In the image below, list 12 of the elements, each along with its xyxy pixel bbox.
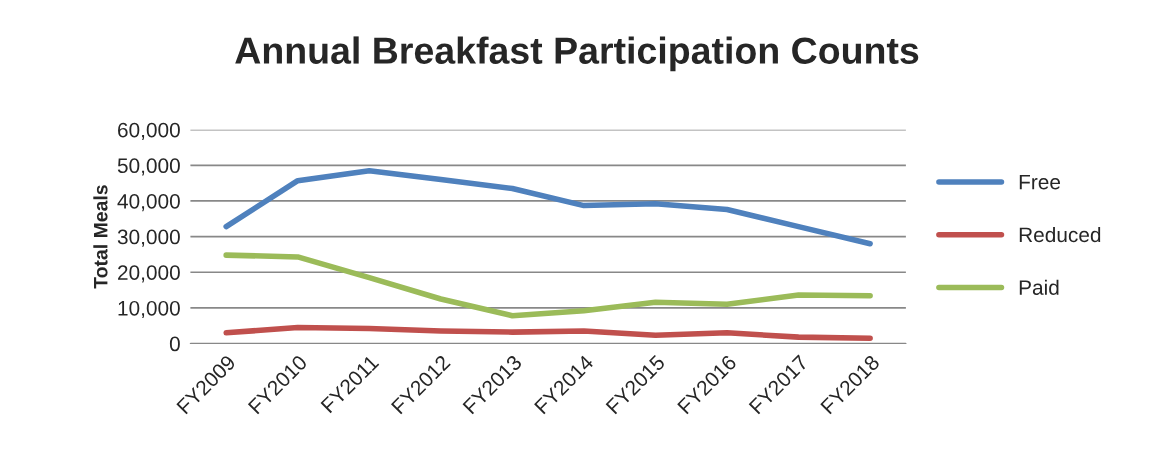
y-tick-label: 30,000 [117,229,180,247]
y-tick-label: 60,000 [118,122,180,140]
chart-title: Annual Breakfast Participation Counts [235,36,919,72]
y-tick-label: 10,000 [118,300,180,319]
y-tick-label: 0 [169,336,180,352]
y-tick-label: 50,000 [117,158,180,176]
y-tick-label: 40,000 [117,193,180,212]
legend-label: Free [1019,174,1061,190]
y-tick-label: 20,000 [118,265,180,283]
legend-label: Paid [1019,279,1059,295]
legend-label: Reduced [1019,226,1101,243]
y-axis-title: Total Meals [93,185,108,289]
